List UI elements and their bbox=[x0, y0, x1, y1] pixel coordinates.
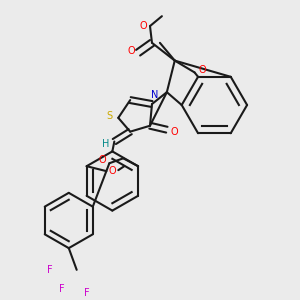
Text: N: N bbox=[151, 90, 159, 100]
Text: O: O bbox=[139, 21, 147, 31]
Text: F: F bbox=[59, 284, 64, 294]
Text: S: S bbox=[106, 111, 112, 121]
Text: F: F bbox=[84, 287, 89, 298]
Text: O: O bbox=[99, 155, 106, 165]
Text: O: O bbox=[128, 46, 135, 56]
Text: O: O bbox=[109, 166, 116, 176]
Text: F: F bbox=[47, 265, 53, 275]
Text: O: O bbox=[171, 127, 178, 137]
Text: O: O bbox=[199, 65, 206, 76]
Text: H: H bbox=[102, 139, 109, 148]
